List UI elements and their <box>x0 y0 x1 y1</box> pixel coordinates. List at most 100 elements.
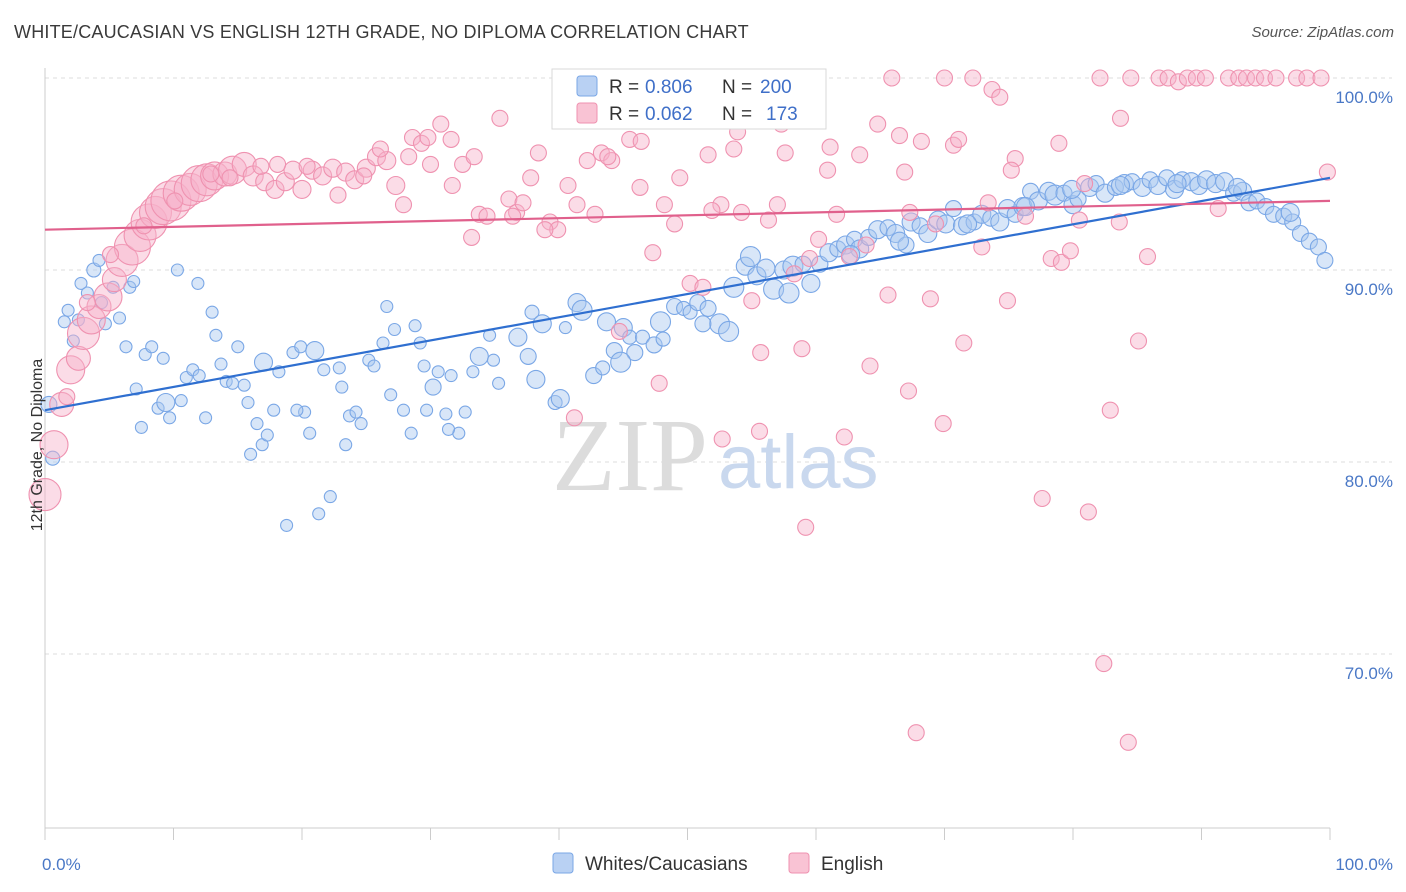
english-point <box>1196 69 1214 87</box>
english-point <box>265 179 285 199</box>
english-point <box>973 238 991 256</box>
whites-point <box>571 299 593 321</box>
english-point <box>491 109 509 127</box>
english-point <box>743 292 761 310</box>
english-point <box>713 430 731 448</box>
whites-point <box>156 392 176 413</box>
english-point <box>835 428 853 446</box>
english-point <box>231 151 257 177</box>
english-point <box>252 157 270 175</box>
english-point <box>901 203 919 221</box>
english-point <box>101 246 120 264</box>
english-point <box>432 115 450 133</box>
english-point <box>964 69 982 87</box>
whites-point <box>558 321 572 335</box>
english-point <box>955 334 973 352</box>
english-point <box>699 146 717 164</box>
whites-point <box>244 447 258 461</box>
english-point <box>632 132 650 150</box>
english-point <box>650 374 668 392</box>
whites-point <box>532 314 552 334</box>
english-point <box>732 203 751 221</box>
english-point <box>1052 253 1070 271</box>
english-point <box>912 132 930 150</box>
whites-point <box>417 359 431 373</box>
english-point <box>105 243 139 277</box>
english-point <box>443 176 461 195</box>
whites-point <box>1039 181 1059 201</box>
whites-point <box>1095 183 1115 203</box>
english-point <box>869 115 887 133</box>
whites-point <box>936 214 956 234</box>
english-point <box>403 128 422 147</box>
stats-n-label-whites: N = <box>722 77 752 98</box>
english-point <box>793 340 811 358</box>
whites-point <box>280 518 294 532</box>
whites-point <box>596 312 617 332</box>
english-point <box>1150 69 1168 87</box>
english-point <box>1091 69 1109 87</box>
english-point <box>255 172 275 192</box>
english-point <box>166 192 184 210</box>
english-point <box>412 134 431 152</box>
english-point <box>703 201 721 220</box>
english-point <box>39 430 69 460</box>
english-point <box>861 357 879 375</box>
y-axis-label: 12th Grade, No Diploma <box>29 359 46 532</box>
english-point <box>750 422 769 440</box>
english-point <box>138 195 173 229</box>
english-point <box>1178 69 1196 87</box>
legend-swatch-whites <box>552 852 574 874</box>
english-point <box>1237 69 1256 87</box>
whites-point <box>626 344 644 362</box>
whites-point <box>1006 205 1024 223</box>
whites-point <box>250 417 264 431</box>
y-tick-label: 70.0% <box>1345 664 1393 683</box>
whites-point <box>192 369 206 383</box>
whites-point <box>174 394 188 408</box>
y-tick-labels: 100.0% 90.0% 80.0% 70.0% <box>1335 88 1393 683</box>
english-point <box>1219 69 1238 87</box>
whites-point <box>1167 174 1187 194</box>
whites-point <box>384 388 398 402</box>
stats-swatch-english <box>576 102 598 124</box>
whites-point <box>605 342 623 360</box>
whites-point <box>145 340 159 354</box>
english-point <box>1122 69 1140 87</box>
english-point <box>559 176 577 195</box>
english-point <box>101 267 127 293</box>
english-point <box>66 316 101 350</box>
english-point <box>1129 332 1148 350</box>
english-point <box>1119 733 1137 751</box>
english-point <box>819 161 837 179</box>
whites-point <box>134 420 148 434</box>
whites-point <box>339 438 353 452</box>
whites-point <box>431 365 445 379</box>
english-point <box>565 409 583 427</box>
whites-point <box>469 346 489 366</box>
whites-point <box>298 405 312 419</box>
english-point <box>979 194 997 212</box>
english-point <box>752 344 770 362</box>
english-point <box>851 146 869 164</box>
stats-r-label-whites: R = <box>609 77 639 98</box>
whites-point <box>879 219 897 237</box>
whites-point <box>129 382 143 396</box>
whites-point <box>689 294 707 312</box>
english-point <box>522 169 540 187</box>
english-point <box>400 148 418 166</box>
english-point <box>1267 69 1285 87</box>
series-english-points <box>28 69 1336 751</box>
whites-point <box>396 403 411 417</box>
english-point <box>934 415 952 433</box>
whites-point <box>260 428 274 442</box>
english-point <box>1050 134 1068 152</box>
english-point <box>463 228 481 246</box>
english-point <box>899 382 918 400</box>
whites-point <box>57 315 71 329</box>
english-point <box>65 345 91 371</box>
whites-point <box>380 299 394 314</box>
whites-point <box>1275 207 1293 225</box>
english-point <box>725 140 743 158</box>
english-point <box>1095 655 1113 673</box>
